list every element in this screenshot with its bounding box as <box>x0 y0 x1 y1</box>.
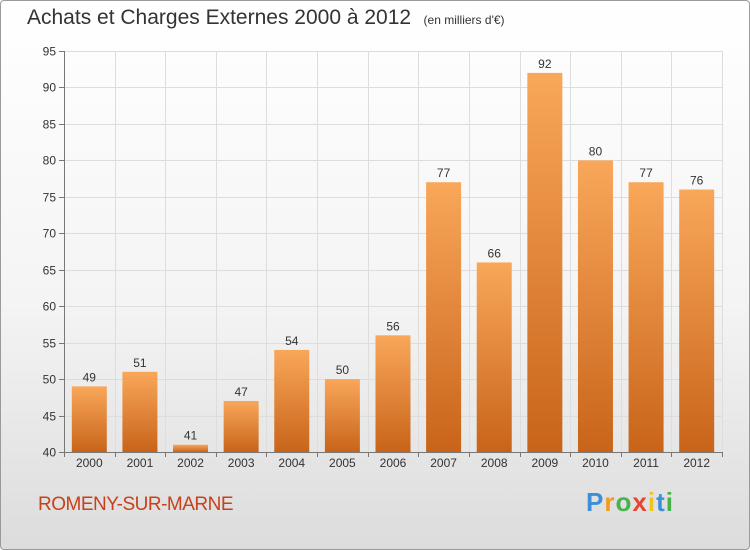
x-tick-label-2004: 2004 <box>278 456 305 470</box>
x-tick-label-2006: 2006 <box>380 456 407 470</box>
bar-2008 <box>476 262 512 452</box>
logo-letter: i <box>665 487 674 517</box>
y-tick-label: 85 <box>43 118 57 132</box>
value-label-2010: 80 <box>589 144 603 158</box>
value-label-2011: 77 <box>639 166 653 180</box>
x-tick-label-2007: 2007 <box>430 456 457 470</box>
logo-letter: P <box>586 487 605 517</box>
x-tick-label-2009: 2009 <box>531 456 558 470</box>
bar-2000 <box>71 386 107 452</box>
value-label-2012: 76 <box>690 174 704 188</box>
value-label-2006: 56 <box>386 319 400 333</box>
logo-letter: r <box>604 487 616 517</box>
y-tick-label: 50 <box>43 373 57 387</box>
bar-2007 <box>426 182 462 452</box>
axes <box>59 51 723 457</box>
bar-2009 <box>527 72 563 452</box>
y-tick-label: 55 <box>43 337 57 351</box>
bar-2001 <box>122 371 158 452</box>
y-tick-label: 60 <box>43 300 57 314</box>
value-label-2001: 51 <box>133 356 147 370</box>
unit-text: (en milliers d'€) <box>423 13 505 27</box>
x-tick-label-2001: 2001 <box>127 456 154 470</box>
value-label-2007: 77 <box>437 166 451 180</box>
x-tick-label-2000: 2000 <box>76 456 103 470</box>
bar-2006 <box>375 335 411 452</box>
bar-2002 <box>173 444 209 452</box>
value-label-2002: 41 <box>184 429 198 443</box>
value-label-2005: 50 <box>336 363 350 377</box>
bar-2010 <box>577 160 613 452</box>
bar-2012 <box>679 189 715 452</box>
bar-2004 <box>274 349 310 452</box>
y-tick-label: 80 <box>43 154 57 168</box>
x-tick-label-2003: 2003 <box>228 456 255 470</box>
x-tick-label-2002: 2002 <box>177 456 204 470</box>
y-tick-label: 65 <box>43 264 57 278</box>
value-label-2004: 54 <box>285 334 299 348</box>
y-tick-label: 75 <box>43 191 57 205</box>
y-tick-label: 90 <box>43 81 57 95</box>
value-label-2003: 47 <box>234 385 248 399</box>
chart-title: Achats et Charges Externes 2000 à 2012 (… <box>27 6 505 30</box>
logo-letter: i <box>647 487 657 517</box>
bars <box>71 72 715 452</box>
y-tick-label: 70 <box>43 227 57 241</box>
bar-2011 <box>628 182 664 452</box>
y-tick-label: 45 <box>43 410 57 424</box>
x-tick-label-2005: 2005 <box>329 456 356 470</box>
x-tick-label-2012: 2012 <box>683 456 710 470</box>
logo-letter: o <box>615 487 633 517</box>
value-label-2009: 92 <box>538 57 552 71</box>
bar-2003 <box>223 400 259 452</box>
x-tick-label-2008: 2008 <box>481 456 508 470</box>
proxiti-logo: Proxiti <box>586 487 674 518</box>
x-tick-label-2011: 2011 <box>633 456 659 470</box>
city-name: ROMENY-SUR-MARNE <box>38 494 234 515</box>
y-tick-label: 95 <box>43 45 57 59</box>
tick-labels: 40 45 50 55 60 65 70 75 80 85 90 95 49 2000 51 2001 41 20… <box>43 45 711 471</box>
logo-letter: x <box>632 487 648 517</box>
y-tick-label: 40 <box>43 446 57 460</box>
title-text: Achats et Charges Externes 2000 à 2012 <box>27 6 412 29</box>
bar-2005 <box>324 379 360 452</box>
value-label-2000: 49 <box>83 370 97 384</box>
value-label-2008: 66 <box>488 246 502 260</box>
x-tick-label-2010: 2010 <box>582 456 609 470</box>
logo-letter: t <box>656 487 666 517</box>
